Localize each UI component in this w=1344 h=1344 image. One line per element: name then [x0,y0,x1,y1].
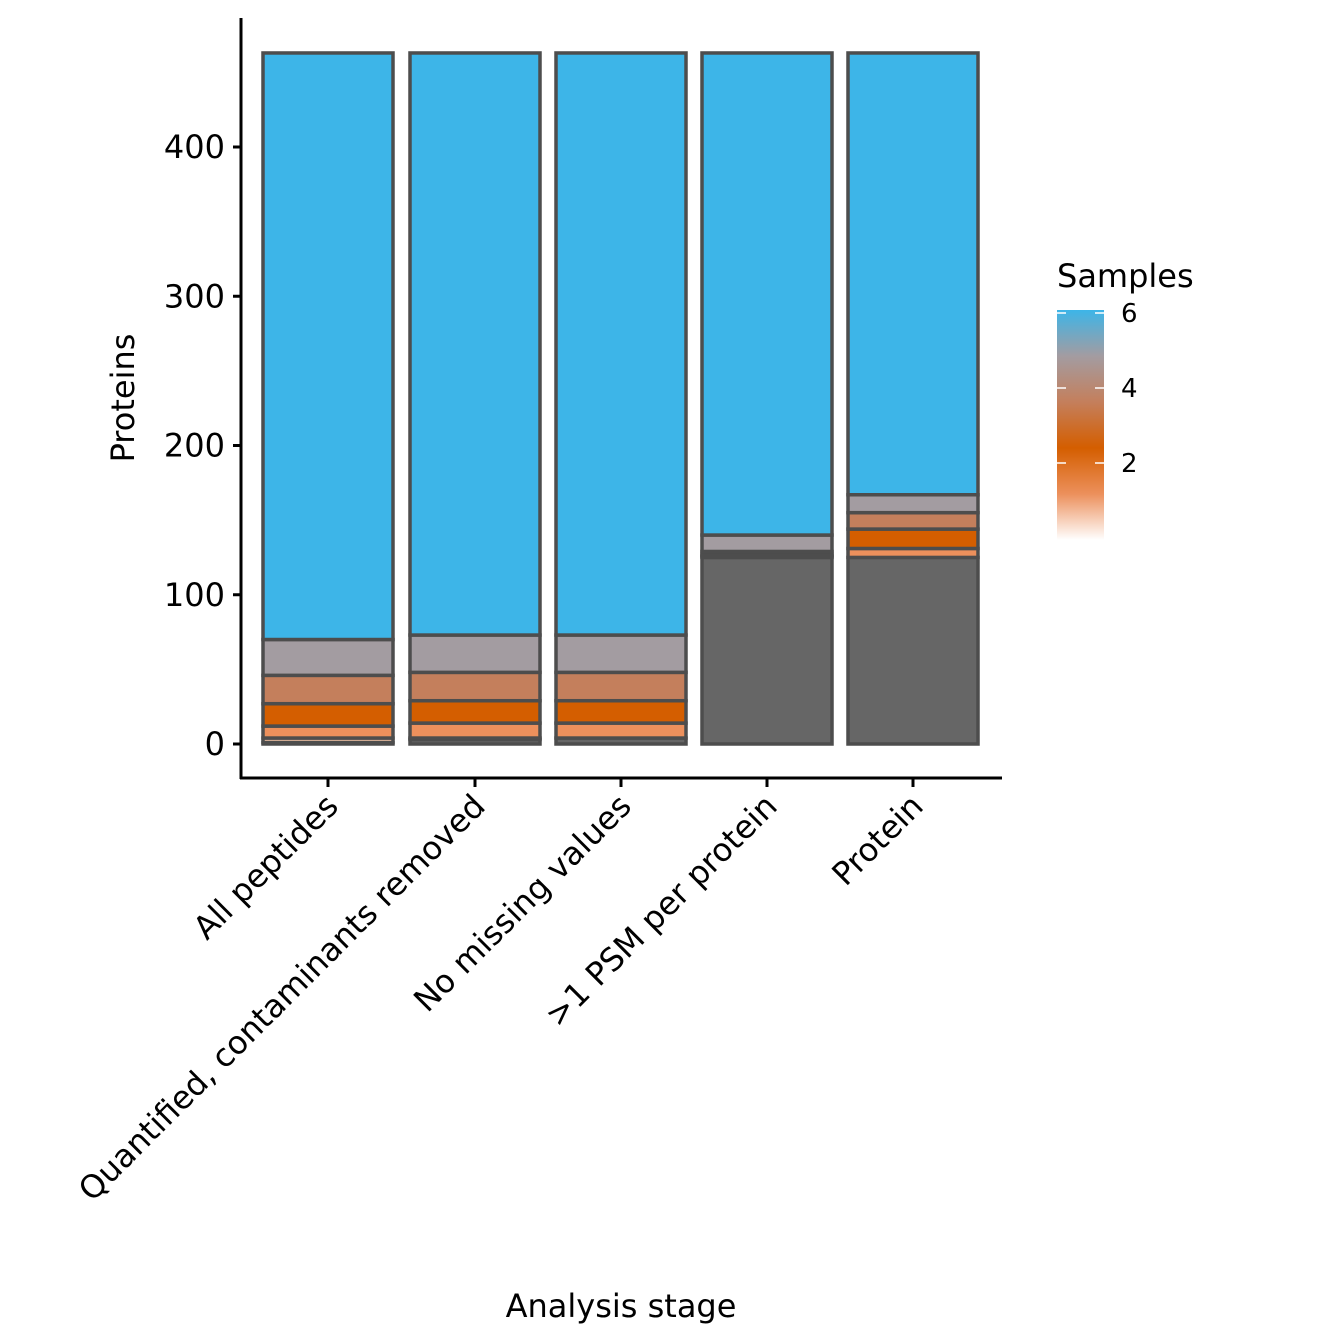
legend-tick-label: 2 [1121,449,1138,479]
y-ticks: 0 100 200 300 400 [164,128,241,763]
bar-segment-5 [700,533,834,554]
bar-segment-5 [261,637,395,678]
bar-segment-3 [261,701,395,728]
bar-segment-2 [261,724,395,740]
bar-segment-6 [408,51,542,637]
legend-title: Samples [1057,257,1194,295]
bar-segment-4 [554,670,688,703]
x-axis-label: Analysis stage [506,1287,737,1325]
bar-segment-3 [408,698,542,725]
bar-segment-6 [700,51,834,537]
bar-segment-3 [846,527,980,551]
bar-segment-3 [554,698,688,725]
legend-tick-label: 6 [1121,299,1138,329]
bar-segment-4 [408,670,542,703]
y-axis-label: Proteins [104,334,142,463]
bar-segment-5 [554,633,688,675]
bar-segment-4 [846,510,980,531]
bar-segment-2 [408,721,542,740]
y-tick-label: 100 [164,576,225,614]
bar-segment-6 [554,51,688,637]
x-tick-label: Protein [824,787,930,893]
bar-segment-5 [408,633,542,675]
bar-segment-6 [261,51,395,642]
bar-segment-5 [846,493,980,515]
legend-colorbar [1057,310,1104,540]
x-tick-label: All peptides [186,787,346,947]
bars [261,51,980,746]
y-tick-label: 0 [205,725,225,763]
bar-segment-2 [554,721,688,740]
bar-segment-4 [261,673,395,706]
legend-tick-label: 4 [1121,374,1138,404]
bar-segment-NA [700,555,834,746]
y-tick-label: 200 [164,427,225,465]
bar-segment-NA [846,555,980,746]
bar-segment-6 [846,51,980,497]
y-tick-label: 400 [164,128,225,166]
y-tick-label: 300 [164,277,225,315]
legend: Samples 2 4 6 [1057,257,1194,540]
